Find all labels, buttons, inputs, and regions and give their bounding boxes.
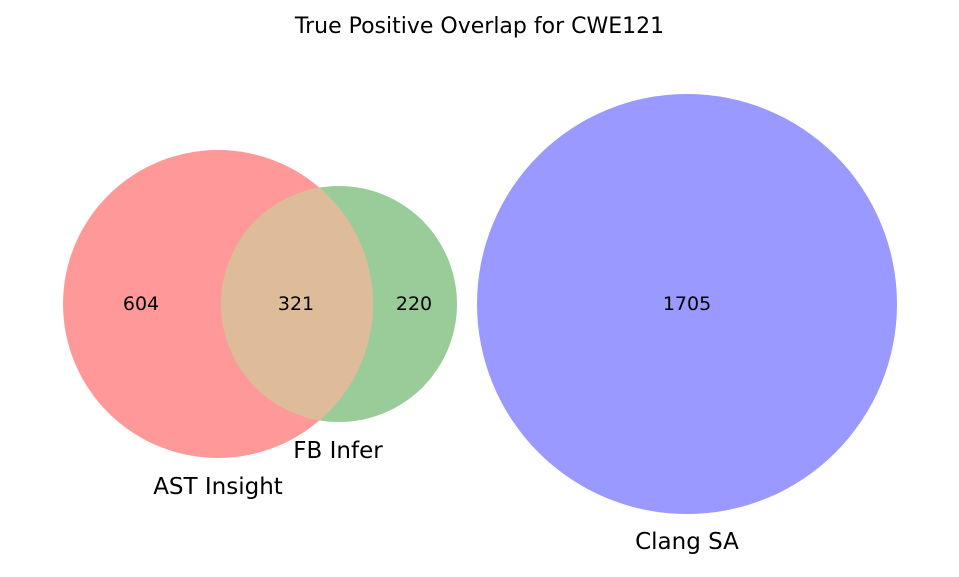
region-count-ast-insight-fb-infer: 321 (278, 293, 314, 315)
set-label-clang-sa: Clang SA (635, 529, 739, 555)
overlap-ast-insight-fb-infer (221, 186, 373, 422)
set-label-ast-insight: AST Insight (153, 474, 283, 500)
region-count-clang-sa-only: 1705 (663, 293, 711, 315)
set-label-fb-infer: FB Infer (293, 438, 383, 464)
set-circle-clang-sa (477, 94, 897, 514)
region-count-fb-infer-only: 220 (396, 293, 432, 315)
region-count-ast-insight-only: 604 (123, 293, 159, 315)
chart-title: True Positive Overlap for CWE121 (294, 14, 664, 39)
